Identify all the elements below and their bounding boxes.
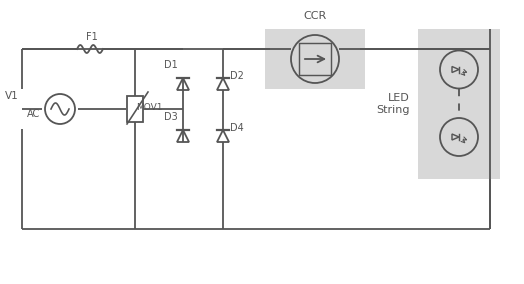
Text: LED
String: LED String — [377, 93, 410, 115]
Text: CCR: CCR — [303, 11, 326, 21]
Bar — [299, 43, 331, 75]
Text: D1: D1 — [164, 60, 178, 70]
Bar — [418, 29, 500, 179]
Text: F1: F1 — [86, 32, 98, 42]
Text: V1: V1 — [5, 91, 19, 101]
Text: D3: D3 — [164, 112, 178, 122]
Text: MOV1: MOV1 — [136, 103, 162, 112]
Text: AC: AC — [27, 109, 40, 119]
Text: D2: D2 — [230, 71, 244, 81]
Text: D4: D4 — [230, 123, 244, 133]
Bar — [127, 96, 143, 122]
Bar — [265, 29, 365, 89]
